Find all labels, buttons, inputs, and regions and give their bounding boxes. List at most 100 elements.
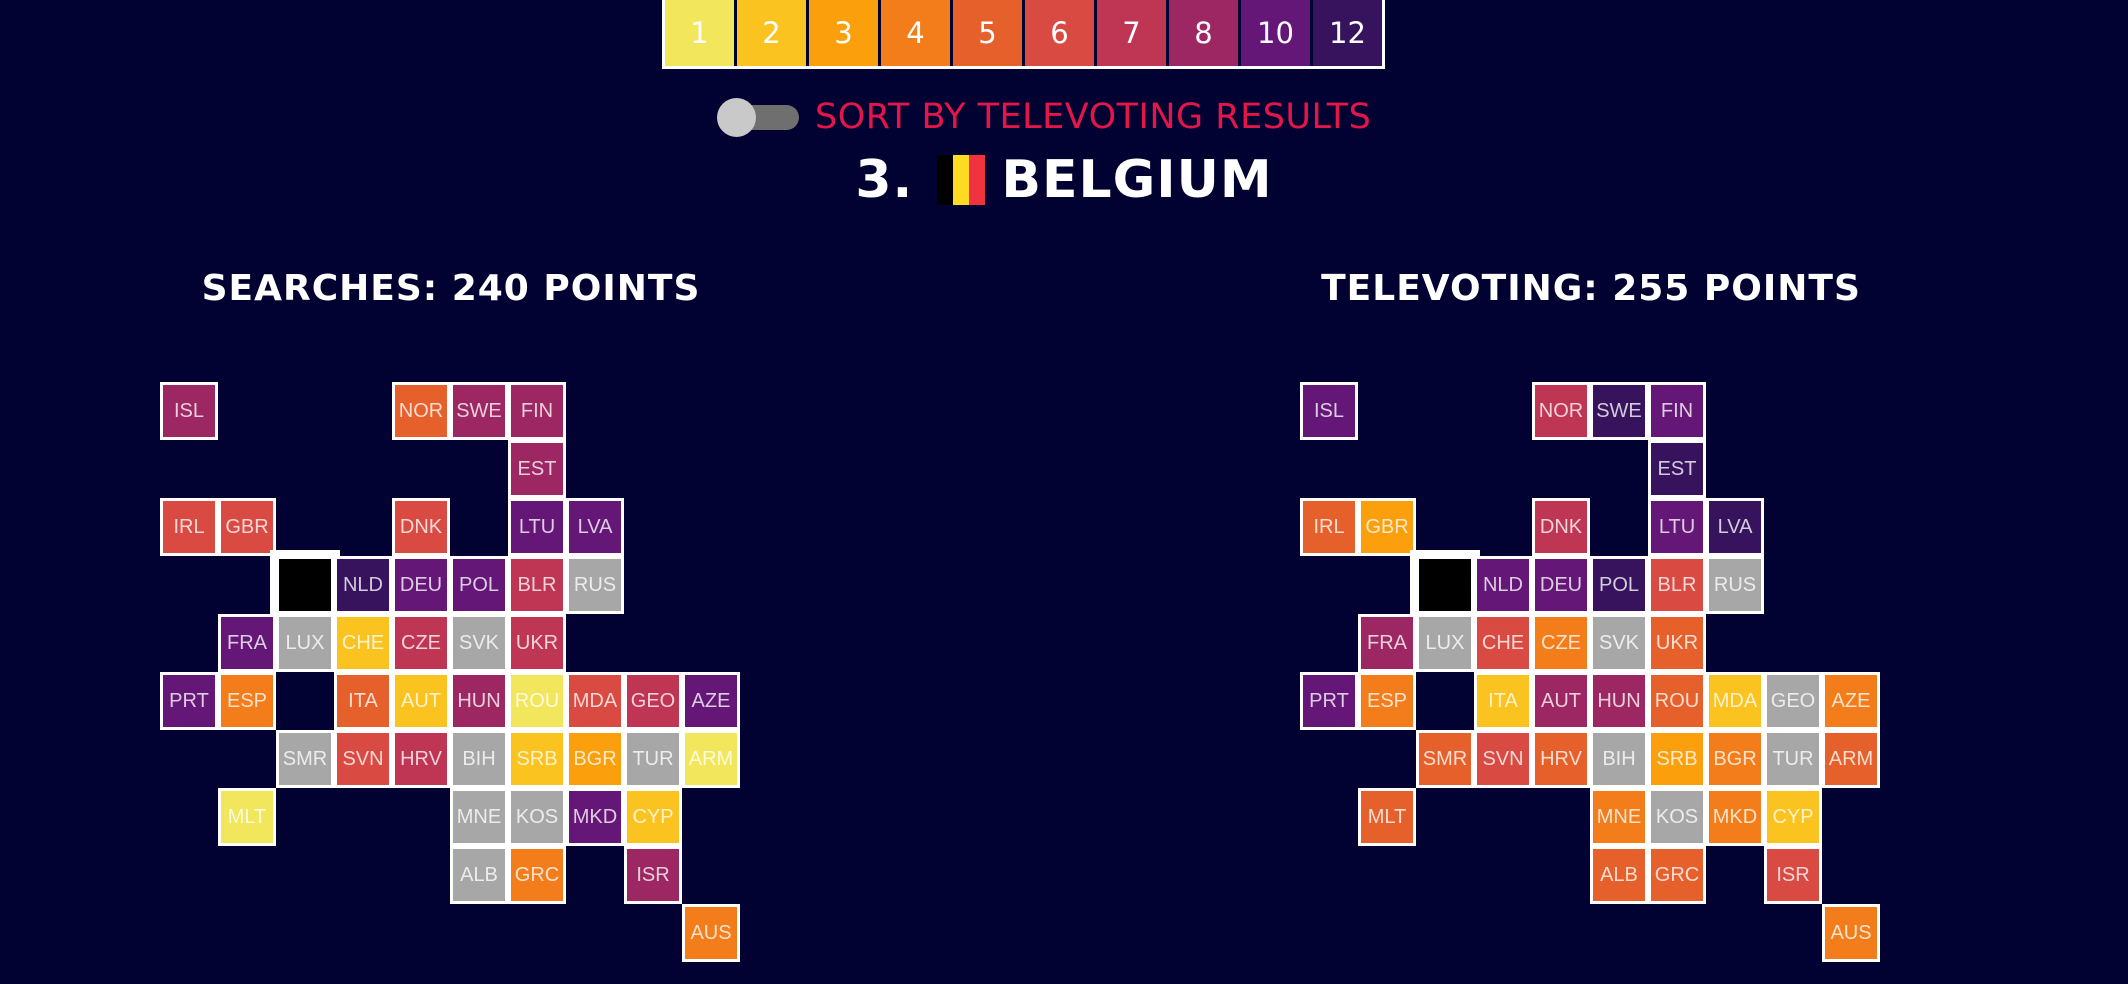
country-tile-rou[interactable]: ROU xyxy=(1648,672,1706,730)
country-tile-bih[interactable]: BIH xyxy=(1590,730,1648,788)
country-tile-fin[interactable]: FIN xyxy=(1648,382,1706,440)
country-tile-hun[interactable]: HUN xyxy=(450,672,508,730)
country-tile-srb[interactable]: SRB xyxy=(1648,730,1706,788)
country-tile-mda[interactable]: MDA xyxy=(566,672,624,730)
country-tile-svn[interactable]: SVN xyxy=(334,730,392,788)
country-tile-pol[interactable]: POL xyxy=(1590,556,1648,614)
country-tile-fra[interactable]: FRA xyxy=(1358,614,1416,672)
country-tile-isr[interactable]: ISR xyxy=(1764,846,1822,904)
country-tile-ita[interactable]: ITA xyxy=(1474,672,1532,730)
country-tile-prt[interactable]: PRT xyxy=(160,672,218,730)
country-tile-arm[interactable]: ARM xyxy=(1822,730,1880,788)
country-tile-dnk[interactable]: DNK xyxy=(1532,498,1590,556)
country-tile-aze[interactable]: AZE xyxy=(682,672,740,730)
country-tile-lux[interactable]: LUX xyxy=(276,614,334,672)
country-tile-pol[interactable]: POL xyxy=(450,556,508,614)
country-tile-swe[interactable]: SWE xyxy=(1590,382,1648,440)
country-tile-ita[interactable]: ITA xyxy=(334,672,392,730)
country-tile-ltu[interactable]: LTU xyxy=(508,498,566,556)
country-tile-tur[interactable]: TUR xyxy=(624,730,682,788)
country-tile-mkd[interactable]: MKD xyxy=(1706,788,1764,846)
country-tile-fra[interactable]: FRA xyxy=(218,614,276,672)
country-tile-mne[interactable]: MNE xyxy=(1590,788,1648,846)
country-tile-tur[interactable]: TUR xyxy=(1764,730,1822,788)
country-tile-lux[interactable]: LUX xyxy=(1416,614,1474,672)
country-tile-isl[interactable]: ISL xyxy=(1300,382,1358,440)
country-tile-blr[interactable]: BLR xyxy=(1648,556,1706,614)
country-tile-ukr[interactable]: UKR xyxy=(508,614,566,672)
country-tile-svn[interactable]: SVN xyxy=(1474,730,1532,788)
country-tile-deu[interactable]: DEU xyxy=(1532,556,1590,614)
country-tile-cze[interactable]: CZE xyxy=(1532,614,1590,672)
country-tile-svk[interactable]: SVK xyxy=(450,614,508,672)
country-tile-aut[interactable]: AUT xyxy=(1532,672,1590,730)
country-tile-blr[interactable]: BLR xyxy=(508,556,566,614)
country-tile-est[interactable]: EST xyxy=(1648,440,1706,498)
country-tile-alb[interactable]: ALB xyxy=(1590,846,1648,904)
country-tile-prt[interactable]: PRT xyxy=(1300,672,1358,730)
country-tile-bgr[interactable]: BGR xyxy=(566,730,624,788)
country-tile-cyp[interactable]: CYP xyxy=(1764,788,1822,846)
country-tile-rou[interactable]: ROU xyxy=(508,672,566,730)
country-tile-aut[interactable]: AUT xyxy=(392,672,450,730)
sort-toggle-label[interactable]: SORT BY TELEVOTING RESULTS xyxy=(815,97,1372,137)
country-tile-isl[interactable]: ISL xyxy=(160,382,218,440)
country-tile-cyp[interactable]: CYP xyxy=(624,788,682,846)
country-tile-swe[interactable]: SWE xyxy=(450,382,508,440)
country-tile-grc[interactable]: GRC xyxy=(508,846,566,904)
country-tile-esp[interactable]: ESP xyxy=(218,672,276,730)
televoting-panel-title: TELEVOTING: 255 POINTS xyxy=(1321,268,1861,309)
country-tile-geo[interactable]: GEO xyxy=(1764,672,1822,730)
country-tile-hun[interactable]: HUN xyxy=(1590,672,1648,730)
country-tile-ukr[interactable]: UKR xyxy=(1648,614,1706,672)
country-tile-che[interactable]: CHE xyxy=(334,614,392,672)
country-tile-nld[interactable]: NLD xyxy=(334,556,392,614)
country-tile-srb[interactable]: SRB xyxy=(508,730,566,788)
country-tile-kos[interactable]: KOS xyxy=(508,788,566,846)
country-tile-lva[interactable]: LVA xyxy=(566,498,624,556)
country-tile-bgr[interactable]: BGR xyxy=(1706,730,1764,788)
country-tile-geo[interactable]: GEO xyxy=(624,672,682,730)
country-tile-isr[interactable]: ISR xyxy=(624,846,682,904)
country-tile-rus[interactable]: RUS xyxy=(1706,556,1764,614)
country-tile-ltu[interactable]: LTU xyxy=(1648,498,1706,556)
country-tile-mlt[interactable]: MLT xyxy=(1358,788,1416,846)
country-tile-esp[interactable]: ESP xyxy=(1358,672,1416,730)
country-tile-irl[interactable]: IRL xyxy=(1300,498,1358,556)
country-tile-mkd[interactable]: MKD xyxy=(566,788,624,846)
country-tile-cze[interactable]: CZE xyxy=(392,614,450,672)
country-tile-lva[interactable]: LVA xyxy=(1706,498,1764,556)
country-tile-mne[interactable]: MNE xyxy=(450,788,508,846)
country-tile-hrv[interactable]: HRV xyxy=(392,730,450,788)
country-tile-alb[interactable]: ALB xyxy=(450,846,508,904)
country-tile-mlt[interactable]: MLT xyxy=(218,788,276,846)
country-tile-nor[interactable]: NOR xyxy=(1532,382,1590,440)
sort-toggle-switch[interactable] xyxy=(717,95,801,139)
country-tile-smr[interactable]: SMR xyxy=(1416,730,1474,788)
country-tile-gbr[interactable]: GBR xyxy=(1358,498,1416,556)
country-tile-che[interactable]: CHE xyxy=(1474,614,1532,672)
country-tile-est[interactable]: EST xyxy=(508,440,566,498)
country-tile-deu[interactable]: DEU xyxy=(392,556,450,614)
country-tile-rus[interactable]: RUS xyxy=(566,556,624,614)
country-tile-bih[interactable]: BIH xyxy=(450,730,508,788)
country-tile-grc[interactable]: GRC xyxy=(1648,846,1706,904)
country-tile-bel[interactable] xyxy=(270,550,340,620)
country-tile-aus[interactable]: AUS xyxy=(1822,904,1880,962)
toggle-knob[interactable] xyxy=(717,98,756,137)
country-tile-irl[interactable]: IRL xyxy=(160,498,218,556)
country-tile-smr[interactable]: SMR xyxy=(276,730,334,788)
country-tile-dnk[interactable]: DNK xyxy=(392,498,450,556)
country-tile-aus[interactable]: AUS xyxy=(682,904,740,962)
country-tile-nld[interactable]: NLD xyxy=(1474,556,1532,614)
country-tile-nor[interactable]: NOR xyxy=(392,382,450,440)
country-tile-mda[interactable]: MDA xyxy=(1706,672,1764,730)
country-tile-fin[interactable]: FIN xyxy=(508,382,566,440)
country-tile-svk[interactable]: SVK xyxy=(1590,614,1648,672)
country-tile-aze[interactable]: AZE xyxy=(1822,672,1880,730)
country-tile-arm[interactable]: ARM xyxy=(682,730,740,788)
country-tile-kos[interactable]: KOS xyxy=(1648,788,1706,846)
country-tile-hrv[interactable]: HRV xyxy=(1532,730,1590,788)
country-tile-bel[interactable] xyxy=(1410,550,1480,620)
country-tile-gbr[interactable]: GBR xyxy=(218,498,276,556)
